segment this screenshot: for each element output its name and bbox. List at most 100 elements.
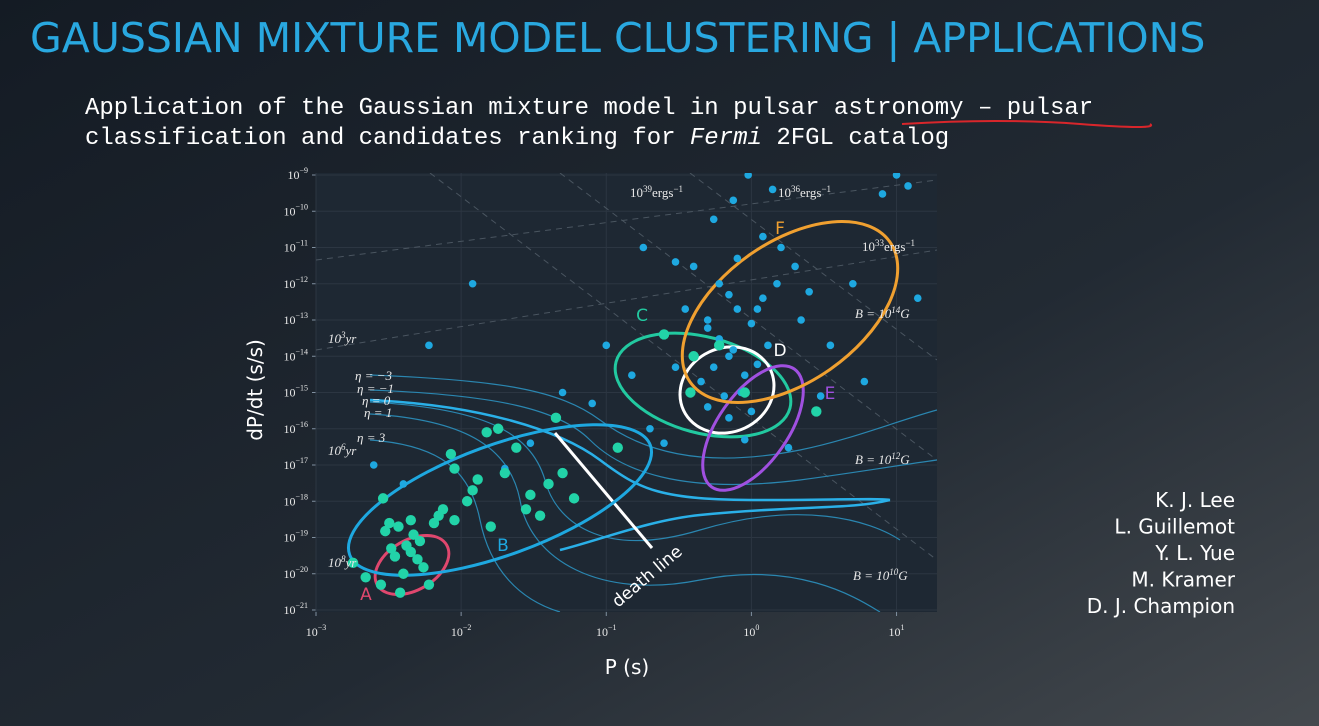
- point: [715, 279, 724, 288]
- point: [380, 525, 391, 537]
- annotation: η = 1: [364, 405, 392, 420]
- point: [689, 262, 698, 271]
- tick-label: 10−14: [283, 347, 308, 363]
- point: [740, 371, 749, 380]
- annotation-part: B = 10: [855, 452, 892, 467]
- tick-exponent: −3: [318, 623, 327, 632]
- slide-title: GAUSSIAN MIXTURE MODEL CLUSTERING | APPL…: [30, 14, 1205, 62]
- point: [602, 341, 611, 350]
- annotation-part: −1: [673, 184, 683, 194]
- tick-base: 10: [306, 625, 318, 639]
- point: [849, 279, 857, 288]
- underline: [901, 120, 1153, 128]
- annotation-part: yr: [344, 443, 358, 458]
- annotation: η = 3: [357, 430, 386, 445]
- point: [405, 515, 417, 526]
- tick-exponent: −11: [296, 239, 308, 248]
- point: [499, 467, 511, 479]
- annotation-part: 6: [341, 442, 346, 452]
- point: [481, 427, 492, 438]
- annotation-part: 10: [328, 443, 342, 458]
- tick-label: 10−9: [287, 166, 308, 182]
- subtitle-line: classification and candidates ranking fo…: [85, 125, 949, 152]
- point: [729, 346, 738, 354]
- tick-exponent: −18: [295, 492, 308, 501]
- point: [550, 412, 562, 424]
- point: [811, 406, 822, 417]
- tick-exponent: −15: [295, 384, 308, 393]
- tick-label: 10−11: [284, 239, 308, 255]
- cluster-label: F: [775, 219, 785, 239]
- point: [791, 262, 799, 271]
- point: [405, 546, 417, 558]
- tick-exponent: −12: [295, 275, 308, 284]
- point: [681, 305, 690, 313]
- annotation-part: η = 3: [357, 430, 386, 445]
- tick-base: 10: [283, 494, 295, 508]
- tick-base: 10: [283, 386, 295, 400]
- points: [347, 173, 922, 598]
- annotation: 1036ergs−1: [778, 184, 831, 200]
- annotation-part: 8: [341, 554, 346, 564]
- point: [773, 279, 781, 288]
- annotation-part: 10: [862, 239, 875, 254]
- annotation-part: 14: [891, 305, 901, 315]
- annotation-part: ergs: [800, 185, 821, 200]
- tick-exponent: −14: [295, 347, 308, 356]
- tick-exponent: −19: [295, 529, 308, 538]
- point: [826, 341, 835, 350]
- point: [913, 294, 922, 302]
- tick-exponent: −20: [295, 565, 308, 574]
- annotation: B = 1012G: [855, 451, 910, 467]
- tick-base: 10: [283, 422, 295, 436]
- annotation-part: G: [900, 452, 910, 467]
- annotation-part: 10: [889, 567, 899, 577]
- tick-exponent: −13: [295, 311, 308, 320]
- point: [658, 329, 670, 340]
- point: [729, 196, 738, 205]
- cluster-label: B: [497, 536, 509, 556]
- annotation-part: 39: [643, 184, 653, 194]
- tick-base: 10: [596, 625, 608, 639]
- text: 2FGL catalog: [762, 125, 949, 152]
- point: [425, 341, 433, 350]
- annotation-part: η = −3: [355, 368, 392, 383]
- point: [511, 442, 522, 453]
- author: K. J. Lee: [1155, 488, 1235, 512]
- tick-base: 10: [283, 531, 295, 545]
- author: D. J. Champion: [1087, 594, 1235, 618]
- point: [747, 319, 756, 328]
- tick-base: 10: [283, 313, 295, 327]
- point: [703, 316, 712, 324]
- point: [904, 182, 912, 190]
- tick-base: 10: [451, 625, 463, 639]
- point: [449, 463, 460, 474]
- tick-exponent: −2: [463, 623, 472, 632]
- tick-base: 10: [283, 567, 295, 581]
- cluster-ellipse: [701, 364, 805, 492]
- annotation-part: η = 1: [364, 405, 392, 420]
- point: [384, 517, 395, 529]
- tick-base: 10: [283, 204, 295, 218]
- annotation: η = −3: [355, 368, 392, 383]
- annotation: B = 1010G: [853, 567, 908, 583]
- point: [418, 562, 429, 573]
- annotation: 1033ergs−1: [862, 238, 915, 254]
- point: [768, 185, 777, 194]
- point: [805, 287, 813, 296]
- point: [543, 478, 554, 490]
- point: [428, 517, 440, 529]
- annotation: 1039ergs−1: [630, 184, 683, 200]
- point: [461, 496, 473, 507]
- annotation-part: G: [900, 306, 910, 321]
- cluster-ellipse: [346, 423, 654, 577]
- author: M. Kramer: [1131, 568, 1235, 592]
- point: [671, 258, 680, 266]
- point: [639, 243, 648, 252]
- point: [688, 351, 699, 362]
- tick-exponent: −1: [608, 623, 617, 632]
- tick-exponent: −21: [295, 601, 308, 610]
- point: [393, 521, 404, 532]
- point: [525, 489, 536, 501]
